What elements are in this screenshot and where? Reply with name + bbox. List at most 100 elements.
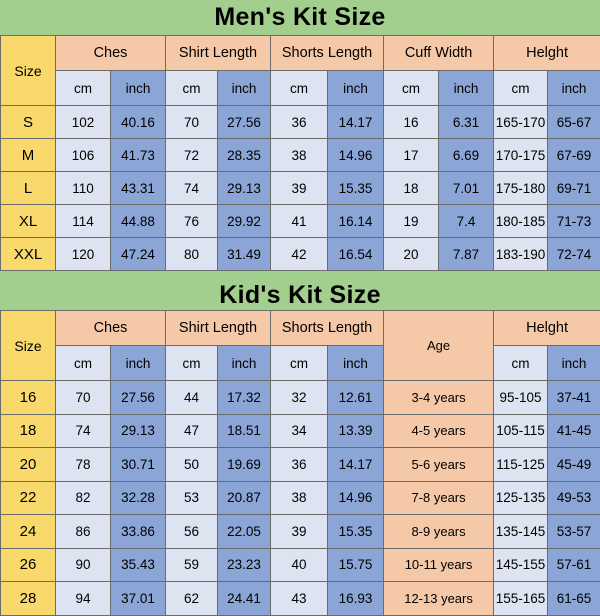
kids-chest-cm: 82: [56, 481, 111, 515]
kids-group-chest: Ches: [56, 311, 166, 346]
table-row: 26 90 35.43 59 23.23 40 15.75 10-11 year…: [1, 548, 600, 582]
table-row: XL 114 44.88 76 29.92 41 16.14 19 7.4 18…: [1, 205, 600, 238]
kids-height-inch: 53-57: [548, 515, 600, 549]
mens-unit-shirt-cm: cm: [166, 71, 218, 106]
kids-chest-inch: 30.71: [111, 448, 166, 482]
kids-chest-inch: 37.01: [111, 582, 166, 616]
kids-height-inch: 49-53: [548, 481, 600, 515]
mens-group-height: Helght: [494, 36, 600, 71]
mens-cuff-inch: 7.01: [439, 172, 494, 205]
mens-shirt-inch: 28.35: [218, 139, 271, 172]
mens-shirt-cm: 70: [166, 106, 218, 139]
mens-unit-chest-cm: cm: [56, 71, 111, 106]
kids-chest-inch: 32.28: [111, 481, 166, 515]
kids-shirt-cm: 44: [166, 381, 218, 415]
kids-size-label: 16: [1, 381, 56, 415]
mens-size-table: Size Ches Shirt Length Shorts Length Cuf…: [0, 35, 600, 271]
mens-shirt-cm: 76: [166, 205, 218, 238]
mens-cuff-cm: 19: [384, 205, 439, 238]
mens-height-inch: 69-71: [548, 172, 600, 205]
kids-shorts-inch: 14.96: [328, 481, 384, 515]
mens-size-label: M: [1, 139, 56, 172]
mens-chest-cm: 110: [56, 172, 111, 205]
kids-unit-shorts-inch: inch: [328, 346, 384, 381]
kids-size-label: 24: [1, 515, 56, 549]
kids-shorts-cm: 38: [271, 481, 328, 515]
kids-height-cm: 125-135: [494, 481, 548, 515]
kids-chest-cm: 94: [56, 582, 111, 616]
mens-chest-cm: 114: [56, 205, 111, 238]
mens-cuff-cm: 16: [384, 106, 439, 139]
kids-height-cm: 95-105: [494, 381, 548, 415]
kids-shirt-cm: 50: [166, 448, 218, 482]
kids-shorts-cm: 43: [271, 582, 328, 616]
kids-group-shirt-length: Shirt Length: [166, 311, 271, 346]
section-divider: [0, 271, 600, 278]
kids-unit-shirt-inch: inch: [218, 346, 271, 381]
kids-shirt-cm: 59: [166, 548, 218, 582]
kids-chest-cm: 70: [56, 381, 111, 415]
mens-height-cm: 180-185: [494, 205, 548, 238]
mens-unit-header-row: cm inch cm inch cm inch cm inch cm inch: [1, 71, 600, 106]
kids-shirt-inch: 24.41: [218, 582, 271, 616]
table-row: L 110 43.31 74 29.13 39 15.35 18 7.01 17…: [1, 172, 600, 205]
kids-shorts-inch: 13.39: [328, 414, 384, 448]
kids-chest-cm: 78: [56, 448, 111, 482]
table-row: S 102 40.16 70 27.56 36 14.17 16 6.31 16…: [1, 106, 600, 139]
mens-cuff-inch: 6.31: [439, 106, 494, 139]
mens-shorts-cm: 41: [271, 205, 328, 238]
table-row: 22 82 32.28 53 20.87 38 14.96 7-8 years …: [1, 481, 600, 515]
mens-size-label: S: [1, 106, 56, 139]
mens-shirt-cm: 80: [166, 238, 218, 271]
kids-height-cm: 155-165: [494, 582, 548, 616]
kids-shirt-inch: 23.23: [218, 548, 271, 582]
mens-height-inch: 71-73: [548, 205, 600, 238]
mens-cuff-cm: 17: [384, 139, 439, 172]
mens-shirt-cm: 74: [166, 172, 218, 205]
mens-shirt-inch: 29.13: [218, 172, 271, 205]
mens-height-inch: 65-67: [548, 106, 600, 139]
kids-shorts-cm: 32: [271, 381, 328, 415]
mens-height-cm: 170-175: [494, 139, 548, 172]
mens-kit-title: Men's Kit Size: [0, 0, 600, 35]
kids-shorts-inch: 15.35: [328, 515, 384, 549]
kids-shirt-cm: 47: [166, 414, 218, 448]
kids-size-label: 28: [1, 582, 56, 616]
mens-size-label: XL: [1, 205, 56, 238]
table-row: 20 78 30.71 50 19.69 36 14.17 5-6 years …: [1, 448, 600, 482]
kids-shorts-cm: 34: [271, 414, 328, 448]
mens-height-cm: 165-170: [494, 106, 548, 139]
mens-shorts-inch: 16.54: [328, 238, 384, 271]
mens-chest-inch: 43.31: [111, 172, 166, 205]
kids-shirt-cm: 62: [166, 582, 218, 616]
kids-chest-inch: 29.13: [111, 414, 166, 448]
kids-shirt-cm: 56: [166, 515, 218, 549]
kids-age: 5-6 years: [384, 448, 494, 482]
mens-group-shorts-length: Shorts Length: [271, 36, 384, 71]
kids-shirt-inch: 18.51: [218, 414, 271, 448]
kids-height-cm: 105-115: [494, 414, 548, 448]
kids-group-shorts-length: Shorts Length: [271, 311, 384, 346]
kids-height-cm: 135-145: [494, 515, 548, 549]
mens-unit-chest-inch: inch: [111, 71, 166, 106]
mens-group-shirt-length: Shirt Length: [166, 36, 271, 71]
mens-chest-inch: 41.73: [111, 139, 166, 172]
kids-height-cm: 145-155: [494, 548, 548, 582]
table-row: 16 70 27.56 44 17.32 32 12.61 3-4 years …: [1, 381, 600, 415]
kids-age: 8-9 years: [384, 515, 494, 549]
mens-unit-height-inch: inch: [548, 71, 600, 106]
mens-group-cuff-width: Cuff Width: [384, 36, 494, 71]
kids-age: 4-5 years: [384, 414, 494, 448]
kids-size-header: Size: [1, 311, 56, 381]
mens-cuff-inch: 6.69: [439, 139, 494, 172]
mens-cuff-cm: 20: [384, 238, 439, 271]
table-row: 24 86 33.86 56 22.05 39 15.35 8-9 years …: [1, 515, 600, 549]
mens-cuff-cm: 18: [384, 172, 439, 205]
kids-size-label: 18: [1, 414, 56, 448]
kids-shorts-inch: 12.61: [328, 381, 384, 415]
table-row: 18 74 29.13 47 18.51 34 13.39 4-5 years …: [1, 414, 600, 448]
kids-chest-cm: 90: [56, 548, 111, 582]
kids-shorts-inch: 15.75: [328, 548, 384, 582]
kids-age: 10-11 years: [384, 548, 494, 582]
kids-unit-shorts-cm: cm: [271, 346, 328, 381]
